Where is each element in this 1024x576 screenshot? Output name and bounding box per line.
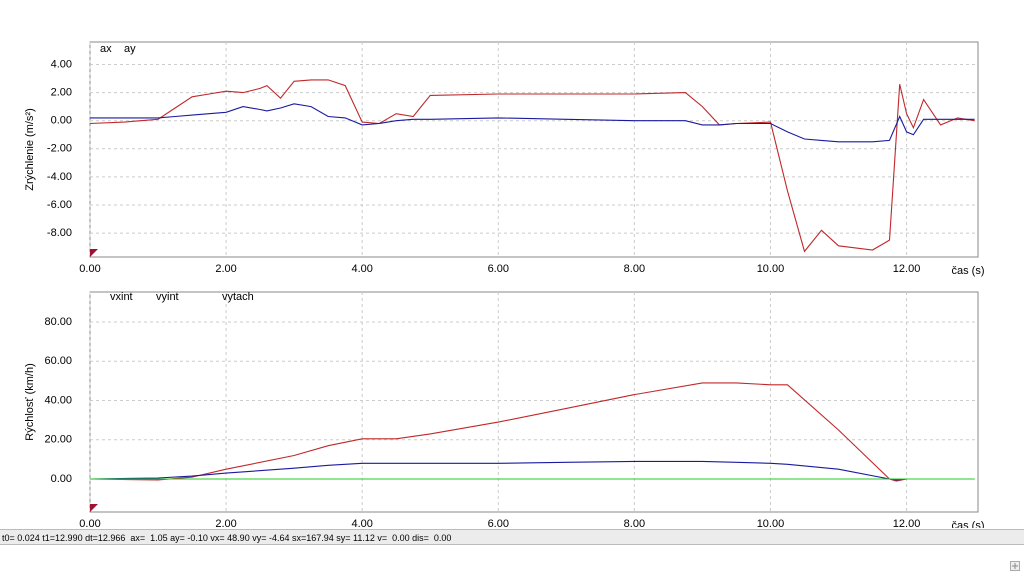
series-line xyxy=(89,460,907,481)
y-tick-label: 80.00 xyxy=(44,316,72,328)
y-tick-label: -8.00 xyxy=(47,227,72,239)
plot-area xyxy=(89,41,979,258)
y-tick-label: -6.00 xyxy=(47,199,72,211)
x-tick-label: 10.00 xyxy=(757,518,785,528)
legend-entry: vytach xyxy=(222,291,254,303)
y-tick-label: 60.00 xyxy=(44,355,72,367)
legend-entry: vyint xyxy=(156,291,179,303)
charts: -8.00 -6.00 -4.00 -2.00 0.00 2.00 4.00 0.00 2.00… xyxy=(24,41,985,528)
series-line xyxy=(89,382,927,482)
y-tick-label: 2.00 xyxy=(51,86,72,98)
y-tick-label: 4.00 xyxy=(51,58,72,70)
legend-entry: vxint xyxy=(110,291,133,303)
y-tick-label: 0.00 xyxy=(51,473,72,485)
x-tick-label: 4.00 xyxy=(351,518,372,528)
resize-icon[interactable] xyxy=(1010,561,1020,571)
y-axis-label: Rýchlosť (km/h) xyxy=(24,363,36,440)
x-tick-label: 2.00 xyxy=(215,518,236,528)
series-line xyxy=(90,103,975,143)
y-tick-label: -4.00 xyxy=(47,171,72,183)
y-axis-label: Zrýchlenie (m/s²) xyxy=(24,108,36,191)
x-tick-label: 12.00 xyxy=(893,263,921,275)
x-axis-label: čas (s) xyxy=(952,520,985,528)
y-tick-label: 0.00 xyxy=(51,115,72,127)
y-tick-label: 40.00 xyxy=(44,394,72,406)
x-tick-label: 12.00 xyxy=(893,518,921,528)
legend-entry: ax xyxy=(100,43,112,55)
y-tick-label: 20.00 xyxy=(44,434,72,446)
x-tick-label: 6.00 xyxy=(488,263,509,275)
marker xyxy=(90,249,98,257)
x-tick-label: 6.00 xyxy=(488,518,509,528)
x-tick-label: 8.00 xyxy=(624,263,645,275)
x-tick-label: 4.00 xyxy=(351,263,372,275)
marker xyxy=(90,504,98,512)
x-tick-label: 0.00 xyxy=(79,518,100,528)
x-tick-label: 10.00 xyxy=(757,263,785,275)
legend-entry: ay xyxy=(124,43,136,55)
x-tick-label: 0.00 xyxy=(79,263,100,275)
x-axis-label: čas (s) xyxy=(952,265,985,277)
status-bar: t0= 0.024 t1=12.990 dt=12.966 ax= 1.05 a… xyxy=(0,529,1024,545)
x-tick-label: 2.00 xyxy=(215,263,236,275)
series-line xyxy=(89,79,975,253)
y-tick-label: -2.00 xyxy=(47,143,72,155)
x-tick-label: 8.00 xyxy=(624,518,645,528)
